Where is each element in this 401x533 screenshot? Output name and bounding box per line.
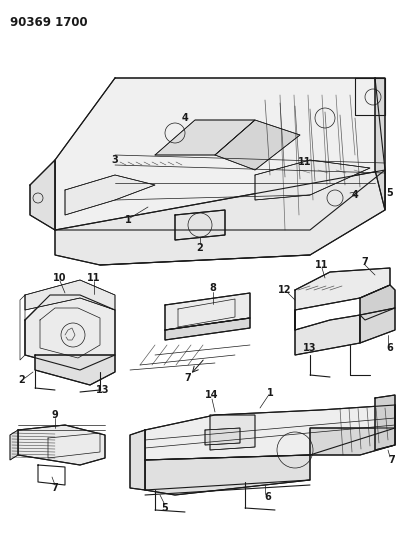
Text: 3: 3 — [111, 155, 118, 165]
Polygon shape — [145, 405, 395, 460]
Text: 7: 7 — [52, 483, 59, 493]
Text: 1: 1 — [267, 388, 273, 398]
Text: 9: 9 — [52, 410, 59, 420]
Polygon shape — [155, 120, 255, 155]
Polygon shape — [210, 415, 255, 450]
Text: 6: 6 — [265, 492, 271, 502]
Text: 13: 13 — [96, 385, 110, 395]
Polygon shape — [55, 78, 385, 230]
Polygon shape — [295, 268, 390, 310]
Polygon shape — [165, 318, 250, 340]
Text: 7: 7 — [362, 257, 369, 267]
Text: 90369 1700: 90369 1700 — [10, 16, 88, 29]
Text: 2: 2 — [18, 375, 25, 385]
Text: 4: 4 — [352, 190, 358, 200]
Polygon shape — [25, 295, 115, 370]
Text: 5: 5 — [387, 188, 393, 198]
Polygon shape — [130, 430, 145, 490]
Text: 10: 10 — [53, 273, 67, 283]
Polygon shape — [165, 293, 250, 330]
Polygon shape — [10, 430, 18, 460]
Polygon shape — [255, 160, 370, 200]
Text: 4: 4 — [182, 113, 188, 123]
Polygon shape — [65, 175, 155, 215]
Polygon shape — [175, 210, 225, 240]
Polygon shape — [145, 455, 310, 495]
Polygon shape — [18, 425, 105, 465]
Text: 8: 8 — [210, 283, 217, 293]
Text: 13: 13 — [303, 343, 317, 353]
Polygon shape — [215, 120, 300, 170]
Text: 11: 11 — [315, 260, 329, 270]
Text: 7: 7 — [389, 455, 395, 465]
Polygon shape — [55, 170, 385, 265]
Polygon shape — [30, 160, 55, 230]
Text: 6: 6 — [387, 343, 393, 353]
Text: 5: 5 — [162, 503, 168, 513]
Polygon shape — [310, 405, 395, 455]
Polygon shape — [360, 285, 395, 320]
Text: 7: 7 — [184, 373, 191, 383]
Text: 1: 1 — [125, 215, 132, 225]
Text: 2: 2 — [196, 243, 203, 253]
Polygon shape — [375, 78, 385, 210]
Polygon shape — [295, 310, 360, 355]
Polygon shape — [25, 280, 115, 310]
Text: 12: 12 — [278, 285, 292, 295]
Polygon shape — [35, 355, 115, 385]
Polygon shape — [360, 308, 395, 343]
Text: 11: 11 — [87, 273, 101, 283]
Text: 11: 11 — [298, 157, 312, 167]
Polygon shape — [205, 428, 240, 445]
Text: 14: 14 — [205, 390, 219, 400]
Polygon shape — [375, 395, 395, 450]
